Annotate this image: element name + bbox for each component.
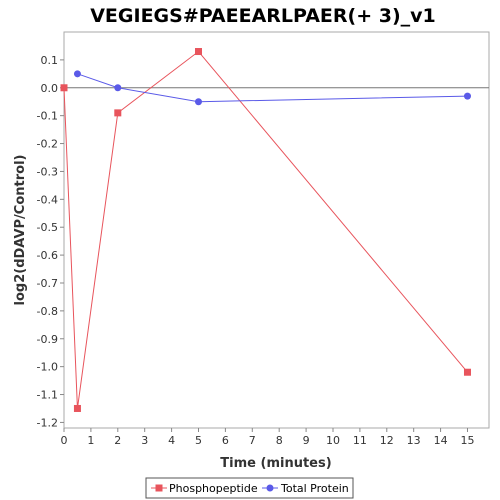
y-tick-label: 0.1 [41, 54, 59, 67]
x-tick-label: 5 [195, 434, 202, 447]
point-phosphopeptide [60, 84, 68, 92]
legend-total-protein-label: Total Protein [280, 482, 349, 495]
y-tick-label: -0.1 [37, 110, 58, 123]
x-tick-label: 6 [222, 434, 229, 447]
x-tick-label: 12 [380, 434, 394, 447]
y-tick-label: -0.9 [37, 333, 58, 346]
x-tick-label: 11 [353, 434, 367, 447]
x-axis-title: Time (minutes) [220, 456, 331, 471]
x-tick-label: 1 [87, 434, 94, 447]
point-total-protein [194, 98, 202, 106]
point-total-protein [73, 70, 81, 78]
x-tick-label: 14 [434, 434, 448, 447]
point-phosphopeptide [463, 368, 471, 376]
y-tick-label: -1.1 [37, 389, 58, 402]
legend-phosphopeptide-label: Phosphopeptide [169, 482, 258, 495]
x-tick-label: 8 [276, 434, 283, 447]
series-line-total-protein [77, 73, 468, 103]
y-tick-label: -1.0 [37, 361, 58, 374]
point-phosphopeptide [194, 48, 202, 56]
series-layer [60, 48, 471, 412]
x-axis: 0 1 2 3 4 5 6 7 8 9 10 11 12 13 14 15 [61, 428, 474, 447]
x-tick-label: 9 [303, 434, 310, 447]
y-tick-label: 0.0 [41, 82, 59, 95]
chart-title: VEGIEGS#PAEEARLPAER(+ 3)_v1 [90, 5, 436, 27]
y-tick-label: -0.2 [37, 138, 58, 151]
x-tick-label: 3 [141, 434, 148, 447]
x-tick-label: 2 [114, 434, 121, 447]
x-tick-label: 0 [61, 434, 68, 447]
x-tick-label: 10 [326, 434, 340, 447]
y-axis: 0.1 0.0 -0.1 -0.2 -0.3 -0.4 -0.5 -0.6 -0.7 -0.8 -0… [37, 54, 64, 429]
point-total-protein [463, 92, 471, 100]
x-tick-label: 13 [407, 434, 421, 447]
y-tick-label: -0.3 [37, 165, 58, 178]
plot-area [63, 31, 490, 429]
y-tick-label: -0.6 [37, 249, 58, 262]
point-phosphopeptide [73, 404, 81, 412]
legend: Phosphopeptide Total Protein [145, 477, 354, 499]
legend-phosphopeptide-marker [155, 484, 163, 492]
legend-total-protein-marker [266, 484, 274, 492]
y-tick-label: -0.7 [37, 277, 58, 290]
legend-box [145, 477, 354, 499]
y-tick-label: -0.8 [37, 305, 58, 318]
x-tick-label: 7 [249, 434, 256, 447]
x-tick-label: 4 [168, 434, 175, 447]
x-tick-label: 15 [460, 434, 474, 447]
y-tick-label: -1.2 [37, 416, 58, 429]
y-tick-label: -0.4 [37, 193, 58, 206]
y-tick-label: -0.5 [37, 221, 58, 234]
point-phosphopeptide [114, 109, 122, 117]
y-axis-title: log2(dDAVP/Control) [13, 155, 28, 306]
point-total-protein [114, 84, 122, 92]
